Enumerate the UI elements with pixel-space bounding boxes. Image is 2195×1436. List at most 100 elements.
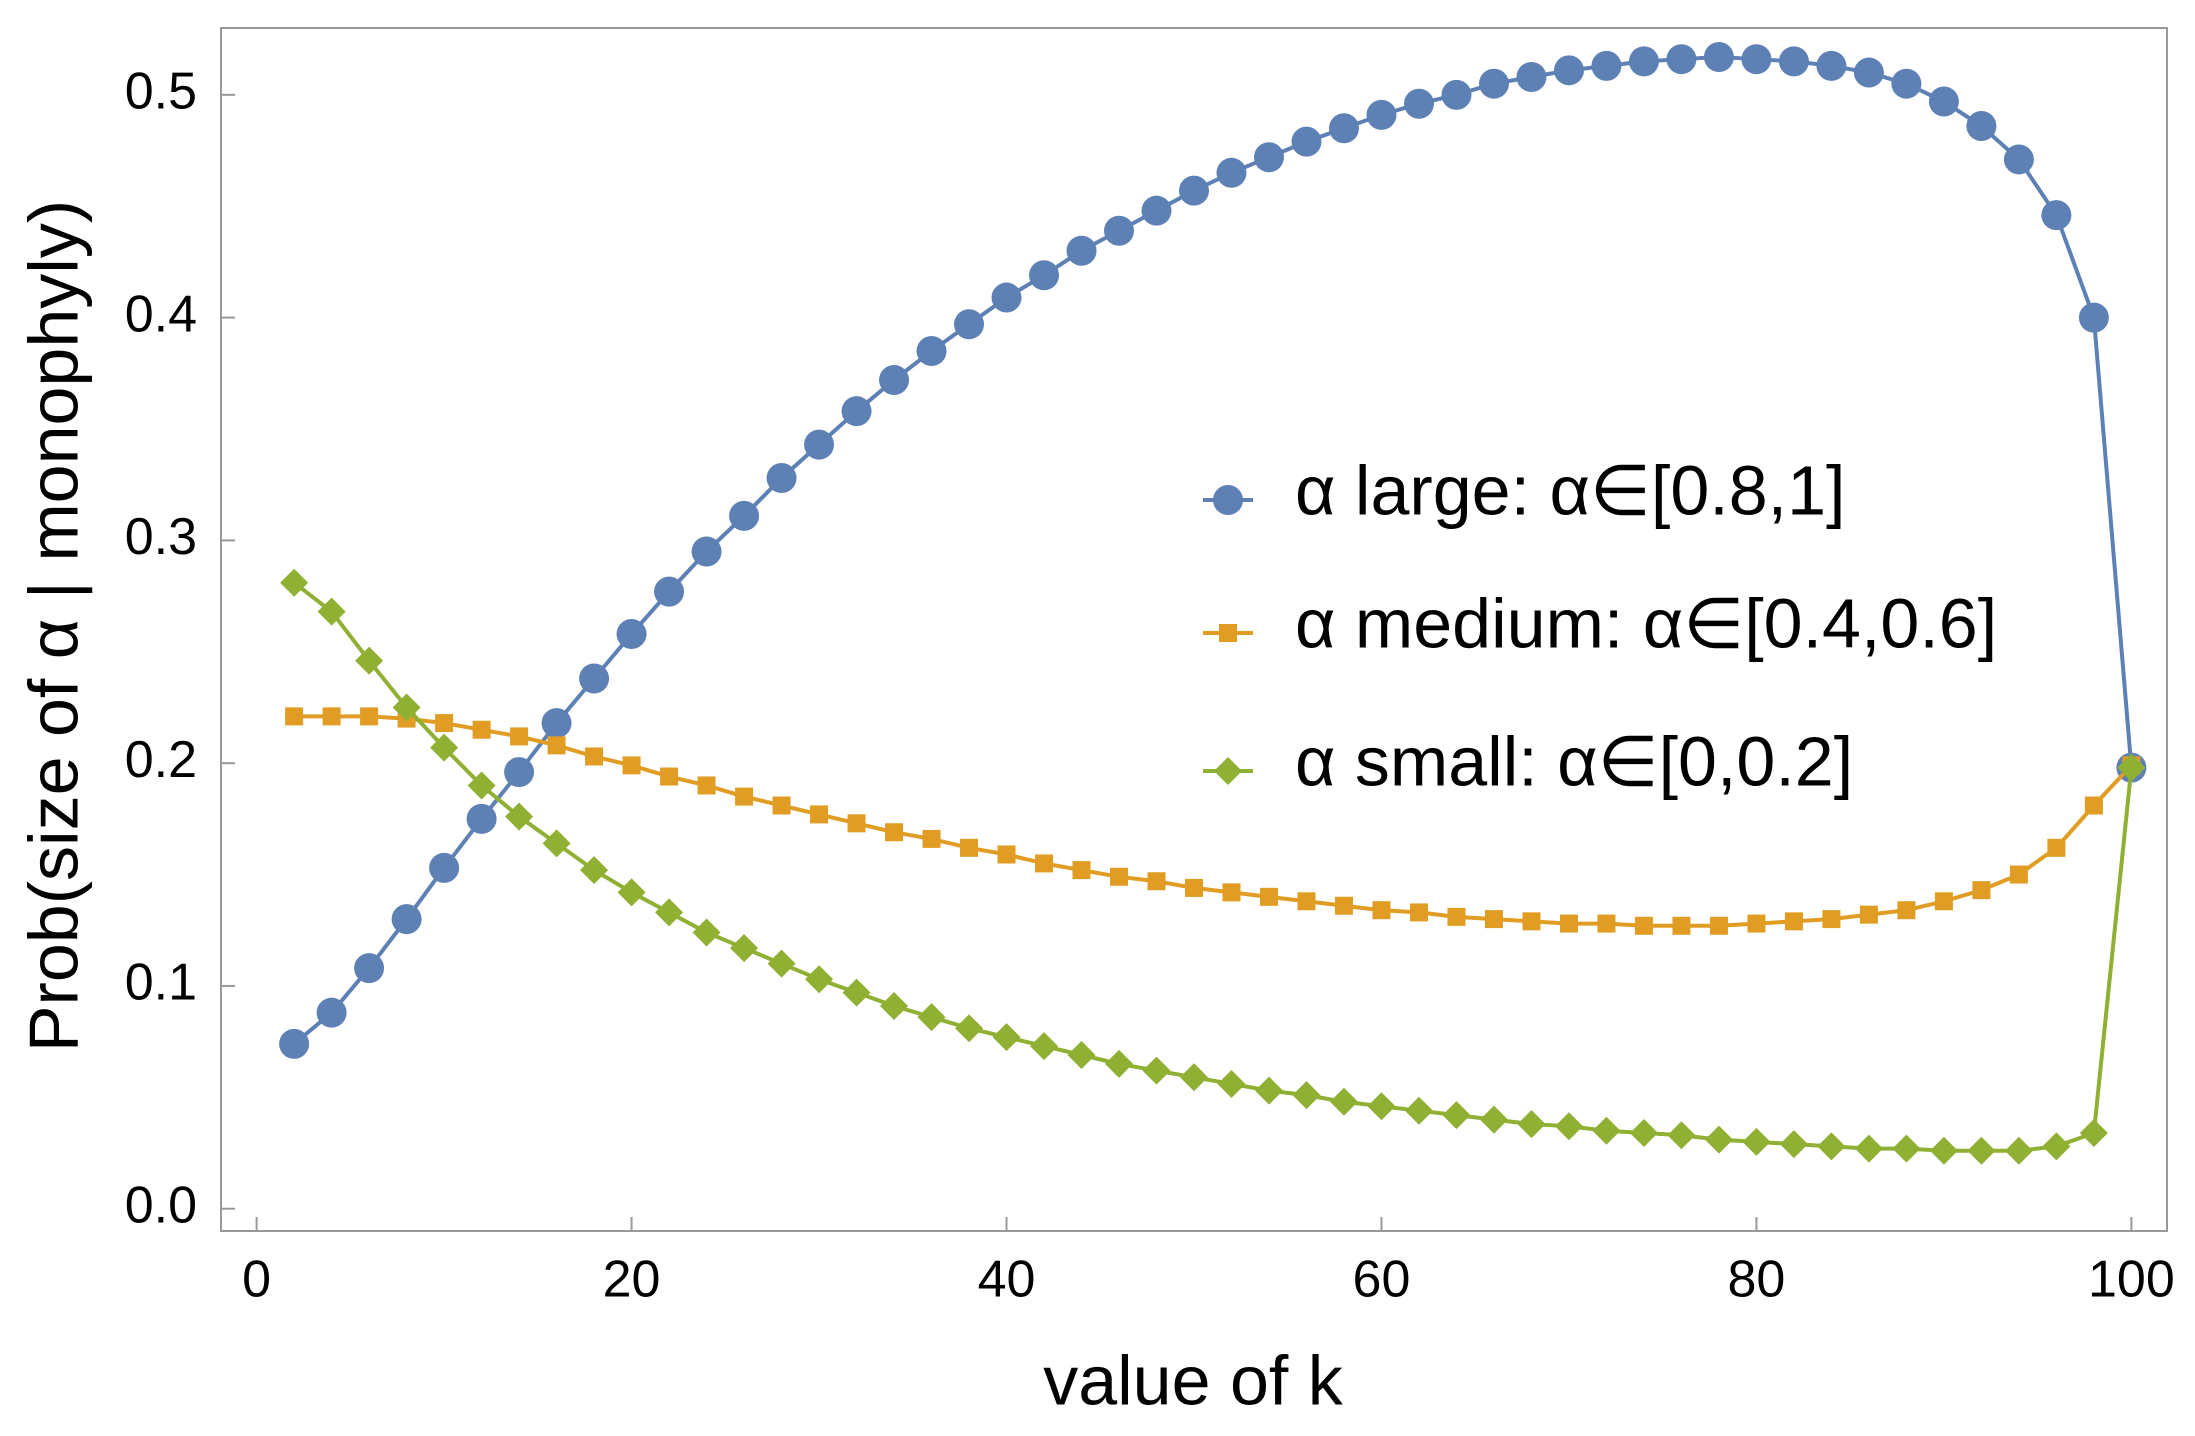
data-point [1629, 1118, 1658, 1147]
y-tick-label: 0.1 [125, 954, 197, 1012]
data-point [1254, 1076, 1283, 1105]
data-point [810, 805, 829, 824]
data-point [1072, 861, 1091, 880]
data-point [2009, 865, 2028, 884]
data-point [842, 978, 871, 1007]
data-point [655, 898, 684, 927]
data-point [1778, 46, 1809, 77]
data-point [1180, 1063, 1208, 1092]
data-point [992, 1023, 1021, 1052]
data-point [2117, 753, 2146, 782]
data-point [1110, 867, 1129, 886]
x-tick-label: 40 [978, 1251, 1036, 1309]
data-point [1559, 914, 1578, 933]
data-point [430, 733, 459, 762]
data-point [922, 829, 941, 848]
data-point [1329, 1087, 1358, 1116]
data-point [1704, 1125, 1733, 1154]
data-point [1784, 912, 1803, 931]
legend-marker [1219, 624, 1237, 642]
data-point [316, 997, 347, 1028]
data-point [1854, 1134, 1883, 1163]
data-point [616, 618, 647, 649]
y-tick-label: 0.5 [125, 63, 197, 121]
data-point [766, 463, 797, 494]
data-point [1334, 896, 1353, 915]
data-point [997, 845, 1016, 864]
legend-label: α small: α∈[0,0.2] [1295, 722, 1853, 800]
data-point [1067, 1041, 1096, 1070]
data-point [1553, 55, 1584, 86]
data-point [2078, 302, 2109, 333]
data-point [1216, 157, 1247, 188]
data-point [1667, 1121, 1696, 1150]
y-tick-label: 0.0 [125, 1176, 197, 1234]
data-point [2041, 200, 2072, 231]
data-point [1478, 68, 1509, 99]
data-point [730, 934, 759, 963]
data-point [2079, 1118, 2108, 1147]
data-point [279, 1028, 310, 1059]
data-point [542, 829, 571, 858]
data-point [360, 707, 379, 726]
data-point [1929, 1136, 1958, 1165]
data-point [954, 309, 985, 340]
data-point [541, 708, 572, 739]
data-point [1516, 62, 1547, 93]
data-point [1634, 916, 1653, 935]
data-point [1441, 79, 1472, 110]
data-point [841, 396, 872, 427]
data-point [322, 707, 341, 726]
data-point [467, 771, 496, 800]
data-point [1972, 881, 1991, 900]
data-point [955, 1014, 984, 1043]
legend-marker [1214, 757, 1242, 785]
data-point [1897, 901, 1916, 920]
data-point [2004, 1136, 2033, 1165]
data-point [2084, 796, 2103, 815]
data-point [960, 838, 979, 857]
x-tick-label: 60 [1353, 1251, 1411, 1309]
legend-marker [1213, 485, 1243, 515]
data-point [285, 707, 304, 726]
data-point [1628, 46, 1659, 77]
data-point [1966, 111, 1997, 142]
data-point [1484, 910, 1503, 929]
data-point [1597, 914, 1616, 933]
data-point [472, 720, 491, 739]
data-point [1328, 113, 1359, 144]
data-point [879, 364, 910, 395]
data-point [580, 856, 609, 885]
data-point [1105, 1049, 1134, 1078]
plot-frame [220, 27, 2168, 1232]
y-axis-label: Prob(size of α | monophyly) [14, 200, 92, 1052]
data-point [2042, 1132, 2071, 1161]
legend-label: α medium: α∈[0.4,0.6] [1295, 584, 1997, 662]
data-point [1709, 916, 1728, 935]
data-point [697, 776, 716, 795]
data-point [1703, 41, 1734, 72]
data-point [1292, 1081, 1321, 1110]
data-point [654, 576, 685, 607]
data-point [1859, 905, 1878, 924]
data-point [392, 693, 421, 722]
data-point [505, 802, 534, 831]
data-point [1409, 903, 1428, 922]
data-point [885, 823, 904, 842]
data-point [1592, 1116, 1621, 1145]
data-point [1672, 916, 1691, 935]
data-point [804, 429, 835, 460]
series-line [292, 54, 2134, 1046]
data-point [1479, 1105, 1508, 1134]
x-tick-label: 80 [1728, 1251, 1786, 1309]
series-line [294, 714, 2133, 928]
data-point [847, 814, 866, 833]
legend-label: α large: α∈[0.8,1] [1295, 451, 1846, 529]
data-point [1554, 1112, 1583, 1141]
series-line [292, 581, 2134, 1153]
data-point [1779, 1130, 1808, 1159]
data-point [1297, 892, 1316, 911]
x-tick-label: 0 [242, 1251, 271, 1309]
data-point [1372, 901, 1391, 920]
